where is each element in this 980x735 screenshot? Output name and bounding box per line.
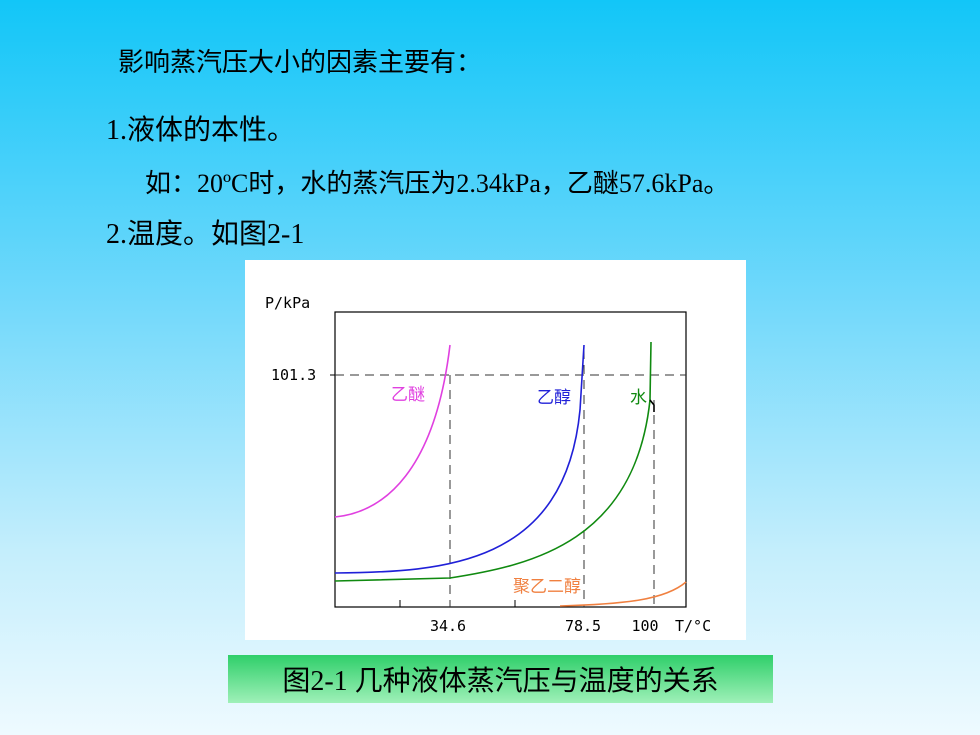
- curve-label: 乙醇: [537, 388, 571, 408]
- text-line: 1.液体的本性。: [106, 115, 296, 146]
- plot-frame: [334, 311, 687, 608]
- text-line: 如：20ºC时，水的蒸汽压为2.34kPa，乙醚57.6kPa。: [145, 169, 730, 198]
- x-axis-label: T/°C: [675, 617, 711, 635]
- curve-ether: [334, 344, 451, 518]
- x-tick-label: 100: [631, 617, 658, 635]
- text-line: 2.温度。如图2-1: [106, 219, 305, 250]
- curve-mark: [649, 399, 655, 412]
- x-tick-label: 78.5: [565, 617, 601, 635]
- curves: [334, 341, 687, 607]
- text-line: 影响蒸汽压大小的因素主要有：: [118, 48, 483, 77]
- figure: P/kPa 101.3 34.6 78.5 100 T/°C 乙醚 乙醇 水 聚…: [245, 260, 746, 640]
- guides: [335, 350, 686, 607]
- caption: 图2-1 几种液体蒸汽压与温度的关系: [228, 655, 773, 703]
- curve-label: 聚乙二醇: [513, 577, 581, 597]
- curve-ethanol: [334, 344, 585, 574]
- curve-label: 水: [630, 388, 647, 408]
- curve-peg: [559, 581, 687, 607]
- y-axis-label: P/kPa: [265, 294, 310, 312]
- figure-background: [245, 260, 746, 640]
- curve-water: [334, 341, 652, 582]
- x-tick-label: 34.6: [430, 617, 466, 635]
- curve-label: 乙醚: [391, 385, 425, 405]
- y-tick-label: 101.3: [271, 366, 316, 384]
